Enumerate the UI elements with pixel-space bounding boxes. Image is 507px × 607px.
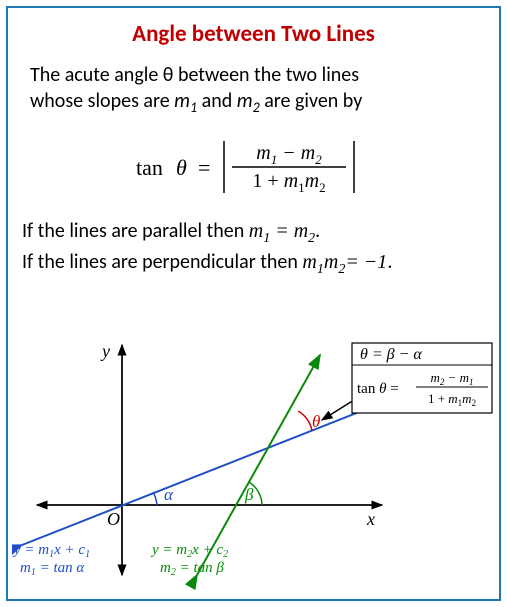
box-numer: m2 − m1 bbox=[430, 370, 473, 387]
intro-l2c: are given by bbox=[260, 89, 363, 113]
parallel-eq: m1 = m2 bbox=[249, 220, 315, 242]
eq-sign: = bbox=[198, 155, 210, 180]
origin-label: O bbox=[107, 509, 120, 529]
formula-svg: tan θ = m1 − m2 1 + m1m2 bbox=[124, 135, 384, 199]
parallel-text: If the lines are parallel then bbox=[22, 219, 249, 243]
theta-label: θ bbox=[312, 412, 320, 431]
intro-text: The acute angle θ between the two lines … bbox=[30, 62, 477, 117]
beta-label: β bbox=[244, 485, 254, 504]
line-m1 bbox=[22, 399, 392, 545]
diagram-svg: y x O α β θ bbox=[12, 335, 495, 590]
content-frame: Angle between Two Lines The acute angle … bbox=[6, 6, 501, 601]
rules-block: If the lines are parallel then m1 = m2. … bbox=[22, 218, 485, 280]
intro-l2a: whose slopes are bbox=[30, 89, 174, 113]
line2-eq: y = m2x + c2 bbox=[150, 542, 228, 560]
x-label: x bbox=[366, 509, 375, 529]
line1-eq: y = m1x + c1 bbox=[12, 542, 90, 560]
alpha-arc bbox=[153, 492, 157, 505]
main-formula: tan θ = m1 − m2 1 + m1m2 bbox=[8, 135, 499, 204]
alpha-label: α bbox=[164, 485, 174, 504]
denom: 1 + m1m2 bbox=[252, 170, 325, 195]
intro-l2b: and bbox=[197, 89, 237, 113]
m2-sub: 2 bbox=[253, 99, 260, 116]
line1-slope: m1 = tan α bbox=[20, 560, 85, 578]
theta-sym: θ bbox=[176, 155, 187, 180]
perp-eq: m1m2= −1 bbox=[302, 251, 387, 273]
box-tan: tan θ = bbox=[357, 381, 399, 397]
line2-slope: m2 = tan β bbox=[160, 560, 224, 578]
diagram: y x O α β θ bbox=[12, 335, 495, 595]
perp-text: If the lines are perpendicular then bbox=[22, 250, 302, 274]
m2-var: m bbox=[237, 89, 253, 113]
m1-var: m bbox=[174, 89, 190, 113]
box-denom: 1 + m1m2 bbox=[428, 391, 476, 408]
page-container: Angle between Two Lines The acute angle … bbox=[0, 0, 507, 607]
tan-theta-lhs: tan bbox=[136, 155, 163, 180]
numer: m1 − m2 bbox=[256, 142, 322, 167]
box-line1: θ = β − α bbox=[360, 346, 422, 363]
page-title: Angle between Two Lines bbox=[8, 20, 499, 48]
theta-arc bbox=[298, 411, 312, 431]
y-label: y bbox=[100, 341, 110, 361]
intro-l1: The acute angle θ between the two lines bbox=[30, 63, 359, 87]
